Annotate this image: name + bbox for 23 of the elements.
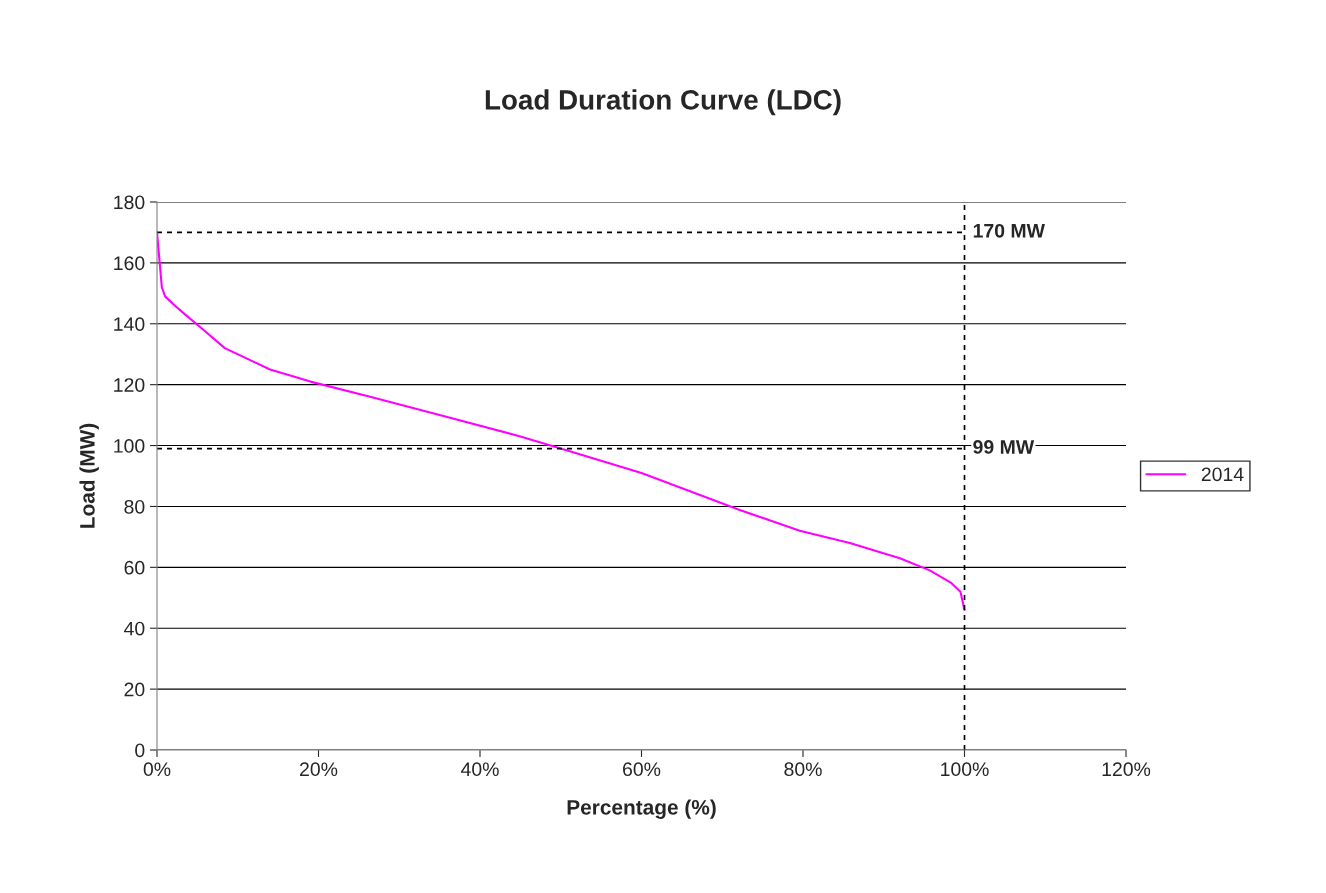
y-tick-label: 20 (124, 682, 145, 697)
x-axis-title: Percentage (%) (567, 799, 716, 819)
x-tick-label: 120% (1102, 762, 1151, 777)
y-tick-label: 0 (135, 743, 145, 758)
x-tick-label: 0% (143, 762, 171, 777)
y-tick-label: 40 (124, 621, 145, 636)
x-tick-label: 100% (941, 762, 989, 777)
x-tick-label: 80% (784, 762, 822, 777)
y-axis-title: Load (MW) (79, 423, 99, 528)
ref-line-label: 170 MW (973, 223, 1045, 238)
y-tick-label: 80 (124, 499, 145, 514)
y-tick-label: 140 (114, 317, 145, 332)
y-tick-label: 60 (124, 560, 145, 575)
x-tick-label: 60% (623, 762, 661, 777)
legend-label: 2014 (1201, 467, 1244, 482)
y-tick-label: 100 (114, 439, 145, 453)
x-tick-label: 20% (300, 762, 338, 777)
y-tick-label: 160 (114, 256, 145, 271)
chart-title: Load Duration Curve (LDC) (485, 89, 841, 116)
y-tick-label: 120 (114, 378, 145, 392)
x-tick-label: 40% (460, 762, 499, 777)
ref-line-label: 99 MW (973, 440, 1035, 454)
y-tick-label: 180 (114, 195, 145, 210)
